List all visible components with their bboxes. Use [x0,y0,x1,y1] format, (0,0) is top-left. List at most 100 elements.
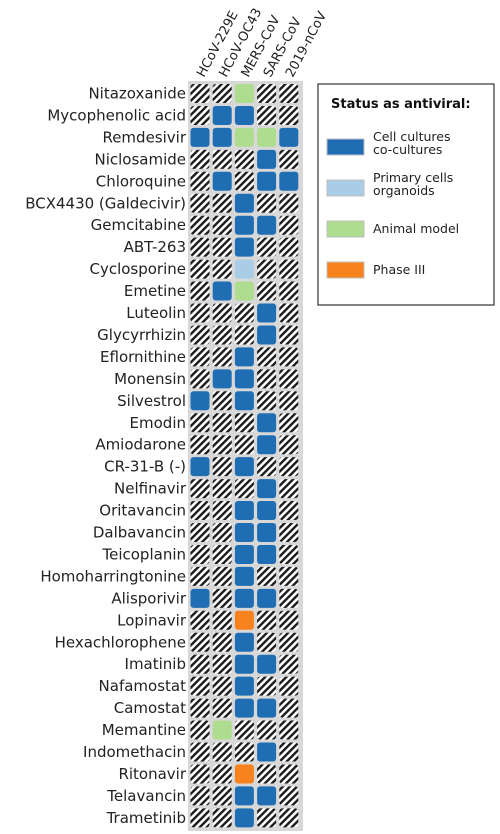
heatmap-cell [257,698,277,718]
heatmap-cell [257,654,277,674]
heatmap-cell [257,347,277,367]
heatmap-cell [190,193,210,213]
row-label: Gemcitabine [91,216,186,234]
heatmap-cell [257,720,277,740]
heatmap-cell [190,105,210,125]
row-label: Luteolin [126,304,186,322]
heatmap-cell [257,544,277,564]
row-label: Trametinib [106,809,186,827]
heatmap-cell [212,303,232,323]
heatmap-cell [257,303,277,323]
heatmap-cell [279,325,299,345]
heatmap-cell [190,786,210,806]
heatmap-cell [190,259,210,279]
heatmap-cell [257,676,277,696]
heatmap-cell [257,566,277,586]
heatmap-cell [234,435,254,455]
heatmap-cell [234,479,254,499]
heatmap-cell [234,171,254,191]
row-label: Indomethacin [83,743,186,761]
row-label: BCX4430 (Galdecivir) [25,194,186,212]
heatmap-cell [279,369,299,389]
heatmap-cell [279,84,299,103]
heatmap-cell [190,237,210,257]
heatmap-cell [234,259,254,279]
row-label: Monensin [114,370,186,388]
heatmap-cell [212,764,232,784]
heatmap-cell [212,215,232,235]
heatmap-cell [212,720,232,740]
heatmap-cell [212,237,232,257]
heatmap-cell [212,457,232,477]
heatmap-cell [257,786,277,806]
heatmap-cell [212,391,232,411]
heatmap-cell [190,588,210,608]
heatmap-cell [190,391,210,411]
heatmap-cell [279,523,299,542]
heatmap-cell [257,588,277,608]
heatmap-cell [279,501,299,521]
heatmap-cell [234,105,254,125]
heatmap-cell [212,523,232,542]
row-label: Nelfinavir [114,480,187,498]
heatmap-cell [234,391,254,411]
row-label: Eflornithine [100,348,186,366]
legend-label: Animal model [373,221,459,236]
heatmap-cell [190,127,210,147]
heatmap-cell [257,237,277,257]
heatmap-cell [212,676,232,696]
heatmap-cell [190,325,210,345]
heatmap-cell [212,501,232,521]
heatmap-cell [257,742,277,762]
heatmap-cell [279,676,299,696]
heatmap-cell [212,193,232,213]
heatmap-cell [279,566,299,586]
heatmap-cell [234,588,254,608]
legend-swatch [326,261,365,279]
heatmap-cell [234,544,254,564]
heatmap-cell [190,698,210,718]
heatmap-cell [257,610,277,630]
legend-label: Phase III [373,262,425,277]
heatmap-cell [212,325,232,345]
heatmap-cell [234,84,254,103]
heatmap-cell [257,391,277,411]
row-label: Alisporivir [111,589,186,607]
row-label: Nitazoxanide [88,85,186,103]
heatmap-cell [257,501,277,521]
heatmap-cell [190,566,210,586]
heatmap-cell [279,413,299,433]
legend-swatch [326,138,365,156]
heatmap-cell [190,523,210,542]
heatmap-cell [212,347,232,367]
heatmap-cell [257,435,277,455]
heatmap-cell [190,676,210,696]
heatmap-cell [279,457,299,477]
grid-background [188,81,303,831]
row-label: Camostat [114,699,186,717]
heatmap-cell [190,501,210,521]
heatmap-cell [279,171,299,191]
heatmap-cell [257,764,277,784]
heatmap-cell [279,391,299,411]
legend-label: Cell cultures [373,129,451,144]
heatmap-cell [234,720,254,740]
heatmap-cell [212,632,232,652]
heatmap-cell [279,435,299,455]
heatmap-cell [212,413,232,433]
row-label: Remdesivir [102,128,186,146]
heatmap-cell [190,654,210,674]
row-label: Ritonavir [118,765,186,783]
heatmap-cell [234,610,254,630]
heatmap-cell [234,632,254,652]
heatmap-cell [212,369,232,389]
heatmap-cell [212,171,232,191]
heatmap-cell [234,149,254,169]
heatmap-cell [234,303,254,323]
heatmap-cell [234,281,254,301]
row-label: Emodin [130,414,186,432]
heatmap-cell [234,127,254,147]
heatmap-cell [234,347,254,367]
heatmap-cell [279,808,299,828]
